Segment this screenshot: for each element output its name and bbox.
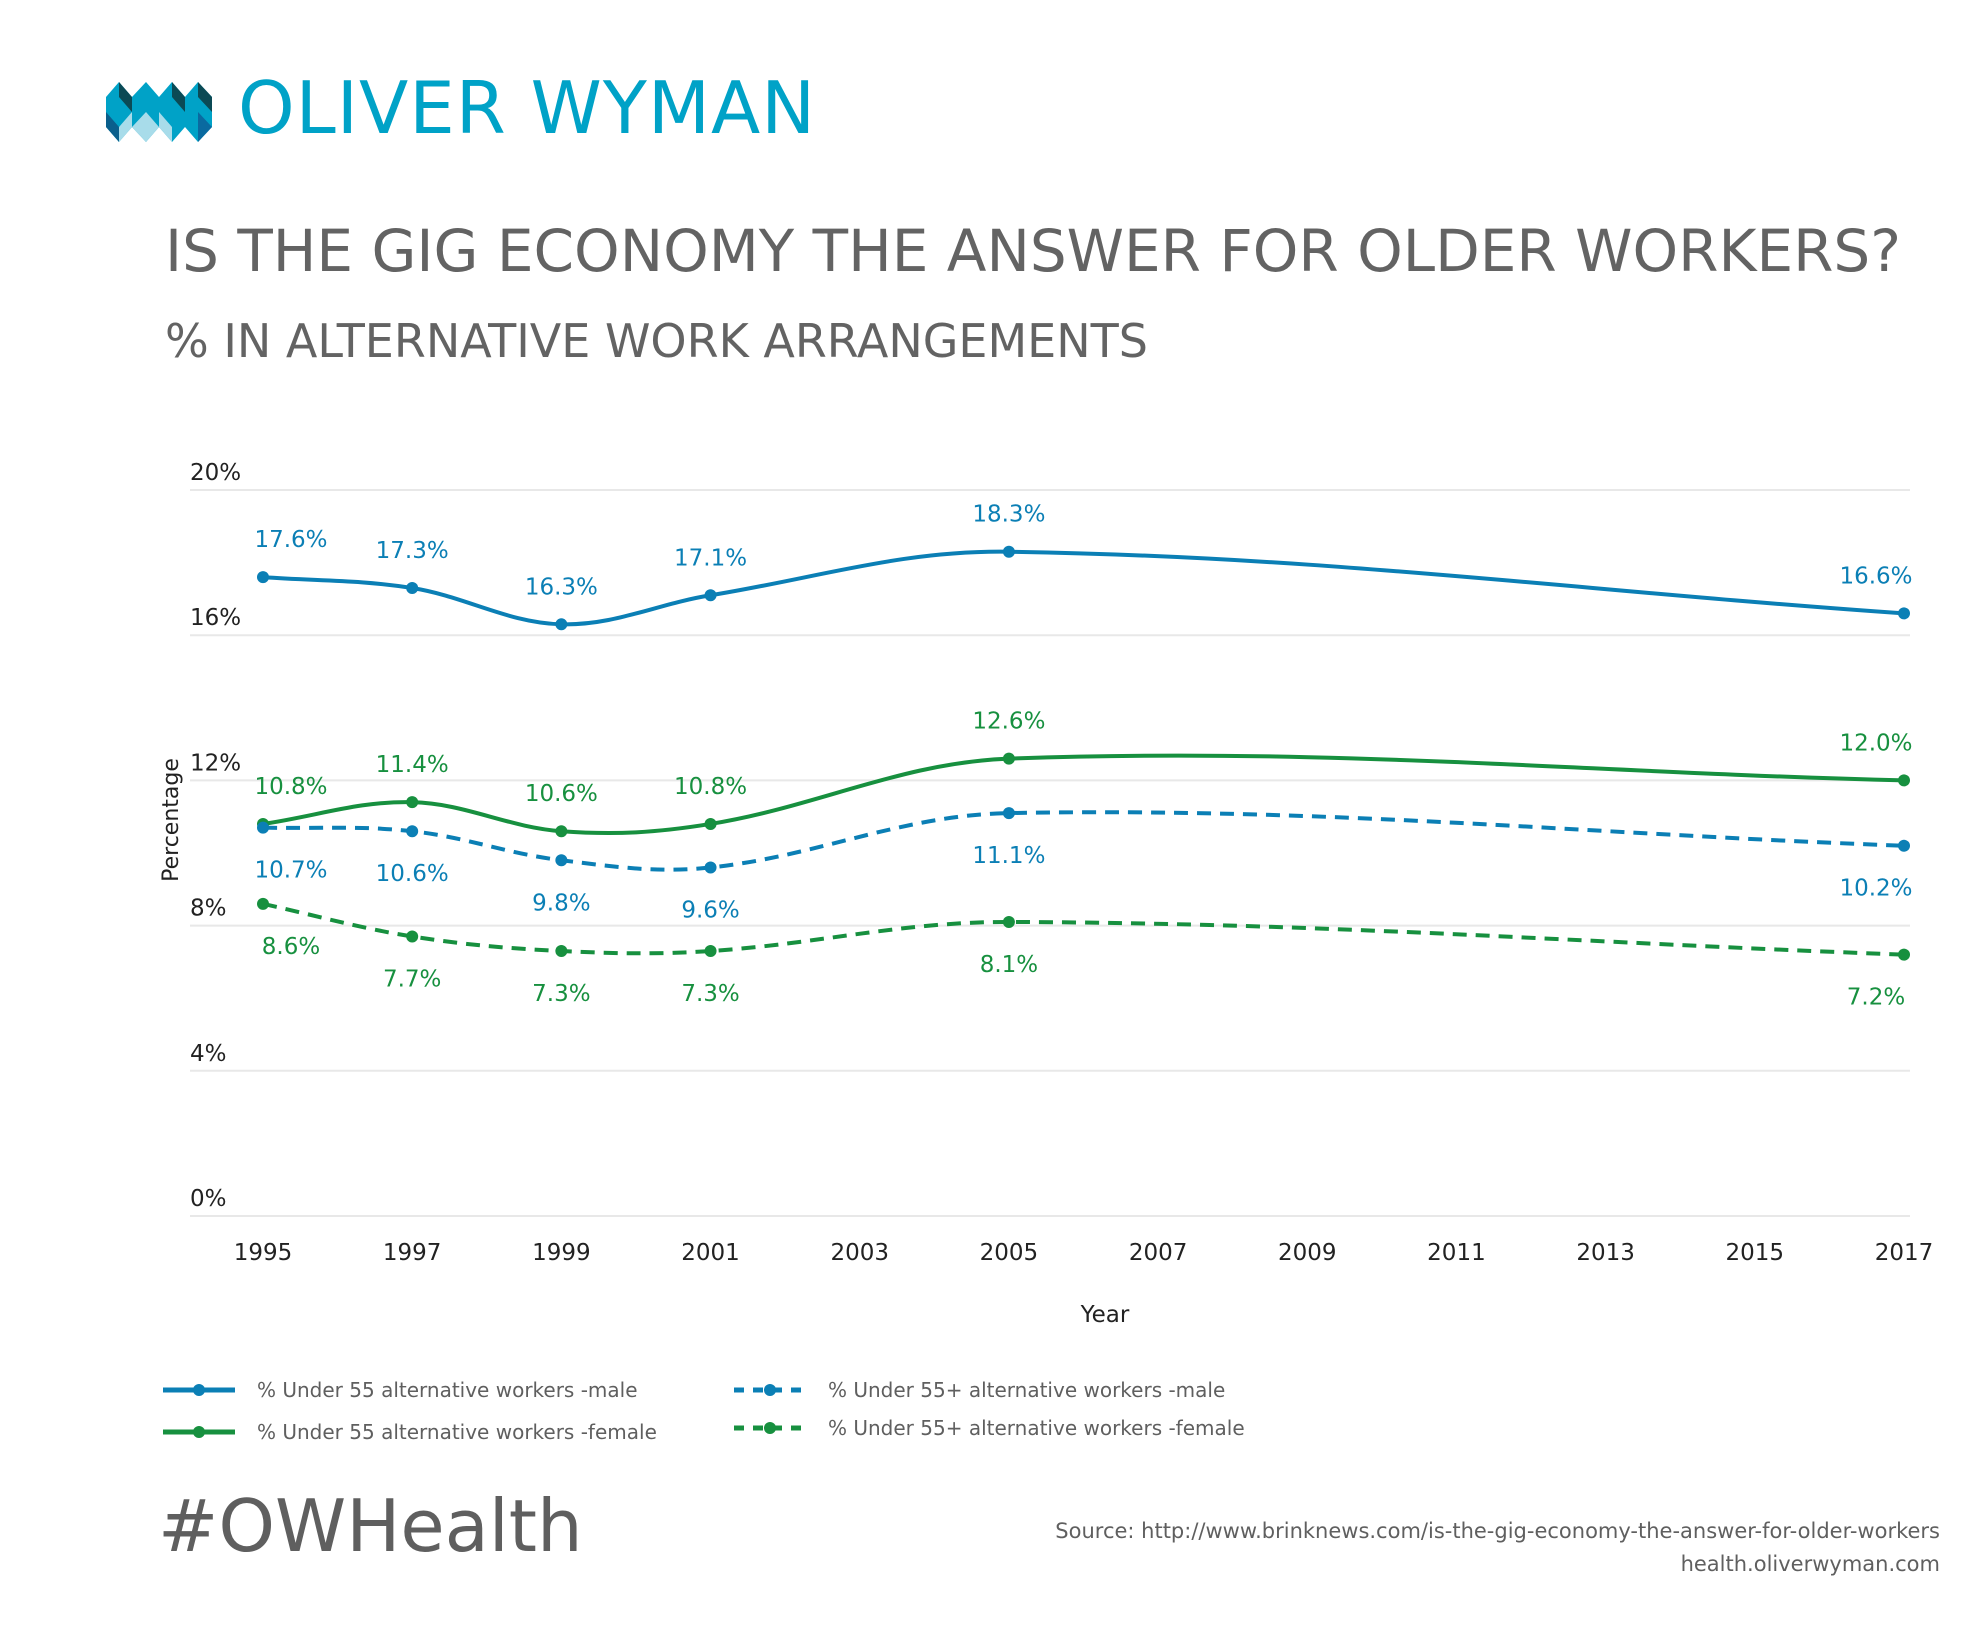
legend-label: % Under 55 alternative workers -male xyxy=(257,1378,638,1402)
data-label: 11.4% xyxy=(376,752,449,778)
line-chart: 0% 4% 8% 12% 16% 20% 1995 1997 1999 2001 2003 2005 2… xyxy=(159,460,1934,1328)
data-point xyxy=(257,821,269,834)
y-tick-label: 4% xyxy=(190,1041,227,1067)
data-label: 18.3% xyxy=(972,502,1045,528)
data-point xyxy=(704,861,717,874)
x-tick-label: 2011 xyxy=(1427,1240,1486,1266)
chart-title: IS THE GIG ECONOMY THE ANSWER FOR OLDER … xyxy=(165,217,1902,285)
series-line-3 xyxy=(262,901,1905,957)
x-tick-label: 2009 xyxy=(1278,1240,1337,1266)
data-label: 17.1% xyxy=(674,545,747,571)
data-point xyxy=(555,945,568,958)
data-point xyxy=(406,825,419,838)
data-label: 11.1% xyxy=(972,843,1045,869)
x-axis-label: Year xyxy=(1080,1302,1130,1328)
legend-item[interactable]: % Under 55 alternative workers -male xyxy=(163,1378,638,1402)
legend-item[interactable]: % Under 55+ alternative workers -male xyxy=(734,1378,1225,1402)
x-tick-label: 1999 xyxy=(532,1240,591,1266)
data-point xyxy=(257,571,269,584)
legend-item[interactable]: % Under 55 alternative workers -female xyxy=(163,1420,657,1444)
logo-text: OLIVER WYMAN xyxy=(238,66,817,150)
data-point xyxy=(406,930,419,943)
legend-label: % Under 55+ alternative workers -female xyxy=(828,1416,1245,1440)
legend-swatch-icon xyxy=(163,1384,235,1396)
data-label: 10.8% xyxy=(254,774,327,800)
data-point xyxy=(1002,752,1015,765)
data-label: 12.0% xyxy=(1839,730,1912,756)
hashtag: #OWHealth xyxy=(158,1484,583,1568)
data-point xyxy=(704,589,717,602)
data-label: 10.6% xyxy=(525,781,598,807)
x-tick-label: 2003 xyxy=(830,1240,889,1266)
chart-subtitle: % IN ALTERNATIVE WORK ARRANGEMENTS xyxy=(165,314,1148,368)
data-point xyxy=(1898,607,1910,620)
data-point xyxy=(1002,545,1015,558)
series-line-0 xyxy=(262,549,1905,627)
data-point xyxy=(1002,807,1015,820)
data-label: 12.6% xyxy=(972,709,1045,735)
data-label: 8.1% xyxy=(980,952,1038,978)
data-label: 7.7% xyxy=(383,966,441,992)
data-label: 10.6% xyxy=(376,861,449,887)
x-tick-label: 2005 xyxy=(980,1240,1039,1266)
data-point xyxy=(555,854,568,867)
y-tick-label: 8% xyxy=(190,896,227,922)
data-point xyxy=(1898,774,1910,787)
x-tick-label: 1997 xyxy=(383,1240,442,1266)
data-label: 10.7% xyxy=(254,858,327,884)
y-tick-label: 12% xyxy=(190,750,241,776)
data-point xyxy=(257,897,269,910)
data-point xyxy=(406,582,419,595)
legend-label: % Under 55+ alternative workers -male xyxy=(828,1378,1226,1402)
data-label: 17.3% xyxy=(376,538,449,564)
source-block: Source: http://www.brinknews.com/is-the-… xyxy=(1055,1515,1940,1581)
legend-swatch-icon xyxy=(734,1422,806,1434)
legend-label: % Under 55 alternative workers -female xyxy=(257,1420,657,1444)
data-label: 10.8% xyxy=(674,774,747,800)
legend-swatch-icon xyxy=(163,1426,235,1438)
site-link[interactable]: health.oliverwyman.com xyxy=(1680,1552,1940,1576)
x-tick-label: 2015 xyxy=(1726,1240,1785,1266)
source-text: Source: http://www.brinknews.com/is-the-… xyxy=(1055,1519,1940,1543)
x-tick-label: 1995 xyxy=(234,1240,293,1266)
data-label: 10.2% xyxy=(1839,876,1912,902)
data-label: 16.6% xyxy=(1839,563,1912,589)
data-point xyxy=(704,817,717,830)
x-tick-label: 2001 xyxy=(681,1240,740,1266)
series-line-1 xyxy=(262,753,1905,836)
data-point xyxy=(555,618,568,631)
data-label: 7.2% xyxy=(1847,985,1905,1011)
data-point xyxy=(555,825,568,838)
data-label: 7.3% xyxy=(532,981,590,1007)
y-axis-label: Percentage xyxy=(159,758,184,882)
data-label: 17.6% xyxy=(254,527,327,553)
data-point xyxy=(406,796,419,809)
x-tick-label: 2007 xyxy=(1129,1240,1188,1266)
legend-swatch-icon xyxy=(734,1384,806,1396)
x-tick-label: 2017 xyxy=(1875,1240,1934,1266)
data-point xyxy=(704,945,717,958)
data-label: 9.8% xyxy=(532,890,590,916)
y-tick-label: 20% xyxy=(190,460,241,486)
data-point xyxy=(1002,915,1015,928)
data-label: 8.6% xyxy=(262,934,320,960)
data-label: 16.3% xyxy=(525,574,598,600)
data-label: 7.3% xyxy=(681,981,739,1007)
legend-item[interactable]: % Under 55+ alternative workers -female xyxy=(734,1416,1245,1440)
oliver-wyman-logo-icon xyxy=(106,82,212,142)
data-point xyxy=(1898,948,1910,961)
data-point xyxy=(1898,839,1910,852)
y-tick-label: 16% xyxy=(190,605,241,631)
y-tick-label: 0% xyxy=(190,1186,227,1212)
data-label: 9.6% xyxy=(681,898,739,924)
x-tick-label: 2013 xyxy=(1576,1240,1635,1266)
